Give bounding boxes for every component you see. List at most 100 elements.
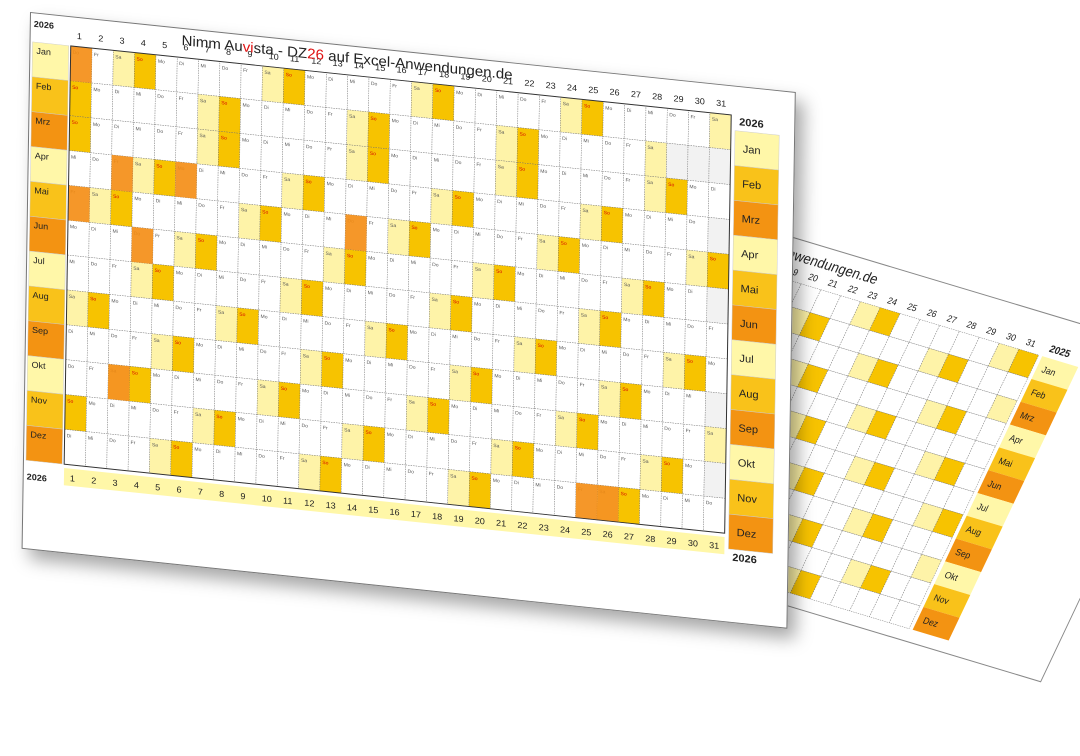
weekday-label: Sa [69,294,76,300]
back-month-band [1020,378,1068,413]
day-header-bottom: 8 [219,489,224,499]
day-header-bottom: 5 [155,482,160,492]
back-day-cell [996,371,1029,401]
holiday-cell [175,161,197,199]
weekday-label: Do [515,410,522,417]
weekday-label: Mi [668,217,673,223]
weekday-label: Mo [344,462,351,469]
weekday-label: Mi [518,201,523,207]
month-label-right: Okt [738,457,755,470]
day-header-top: 27 [631,89,641,100]
back-day-cell [786,386,818,416]
weekday-label: Do [240,277,247,284]
holiday-cell [344,214,367,252]
weekday-label: Mo [433,227,440,234]
weekday-label: Mi [90,331,95,337]
weekday-label: Do [451,439,458,446]
weekday-label: Mi [535,482,540,488]
weekday-label: Mo [685,463,692,470]
weekday-label: Sa [433,192,440,198]
weekday-label: Sa [642,459,649,465]
weekday-label: So [239,312,246,318]
weekday-label: Sa [647,145,654,151]
weekday-label: Fr [323,425,328,431]
weekday-label: Mi [196,377,201,383]
back-day-cell [975,417,1007,447]
weekday-label: Mo [238,416,245,423]
weekday-label: Di [91,226,96,232]
weekday-label: Fr [243,68,248,74]
weekday-label: Do [540,203,547,210]
weekday-label: So [370,116,377,122]
weekday-label: Sa [409,399,416,405]
back-month-band [999,424,1046,459]
day-header-top: 23 [546,80,556,91]
day-cell [707,217,730,255]
day-header-bottom: 11 [283,496,293,507]
back-month-label: Apr [1008,433,1025,446]
back-day-cell [928,325,960,355]
weekday-label: Mi [345,393,350,399]
weekday-label: Mo [70,224,77,231]
weekday-label: Mo [261,314,268,321]
weekday-label: Di [412,155,417,161]
day-header-bottom: 23 [539,522,549,533]
weekday-label: Di [216,449,221,455]
weekday-label: Di [539,273,544,279]
day-header-bottom: 9 [240,491,245,501]
weekday-label: Mi [386,467,391,473]
weekday-label: Mi [239,347,244,353]
day-header-top: 31 [716,98,726,109]
weekday-label: Fr [280,456,285,462]
day-cell [706,286,729,325]
day-header-top: 22 [524,78,534,89]
weekday-label: Di [197,272,202,278]
weekday-label: Do [605,140,612,147]
weekday-label: Di [627,108,632,114]
weekday-label: Mi [583,138,588,144]
weekday-label: Sa [624,282,631,288]
weekday-label: Do [241,172,248,179]
holiday-cell [70,45,93,83]
weekday-label: Mo [559,345,566,352]
back-day-header: 29 [985,325,999,337]
weekday-label: Fr [541,99,546,105]
weekday-label: So [604,210,611,216]
day-header-top: 7 [205,44,210,54]
day-header-bottom: 24 [560,524,570,535]
weekday-label: Do [91,261,98,268]
weekday-label: Mo [541,134,548,141]
weekday-label: So [221,135,228,141]
month-label-right: Mai [740,283,758,297]
weekday-label: So [645,284,652,290]
weekday-label: Fr [94,52,99,58]
weekday-label: Fr [369,220,374,226]
day-header-top: 10 [269,51,279,62]
month-label-right: Jun [740,318,758,332]
weekday-label: Fr [477,127,482,133]
weekday-label: Mi [452,334,457,340]
weekday-label: Fr [130,440,135,446]
weekday-label: Mo [605,106,612,113]
weekday-label: So [471,476,478,482]
weekday-label: Mo [392,118,399,125]
weekday-label: Sa [326,251,333,257]
day-header-top: 18 [439,69,449,80]
month-label-right: Mrz [742,213,761,227]
day-header-top: 11 [290,53,300,64]
back-day-header: 28 [965,319,979,331]
day-header-bottom: 30 [688,538,698,549]
weekday-label: Di [514,480,519,486]
back-month-label: Dez [921,615,940,629]
month-label-left: Mrz [35,116,50,127]
weekday-label: Mo [93,87,100,94]
weekday-label: Mo [176,270,183,277]
weekday-label: Fr [327,146,332,152]
weekday-label: Fr [708,326,713,332]
weekday-label: Do [366,395,373,402]
weekday-label: Fr [263,174,268,180]
day-header-top: 29 [673,93,683,104]
weekday-label: Di [348,183,353,189]
weekday-label: Mi [643,424,648,430]
